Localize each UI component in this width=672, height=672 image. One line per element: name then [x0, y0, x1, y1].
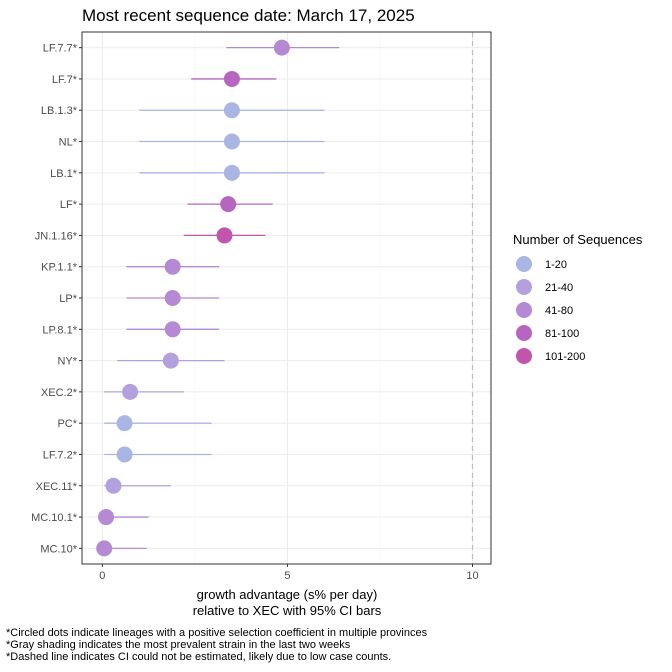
legend-key: [516, 302, 532, 318]
lineage-point: [98, 509, 115, 526]
y-tick-label: LF*: [60, 199, 78, 211]
legend-key: [516, 348, 532, 364]
x-tick-label: 0: [99, 570, 105, 582]
lineage-point: [273, 39, 290, 56]
lineage-point: [223, 70, 240, 87]
legend-key: [516, 279, 532, 295]
legend-label: 81-100: [545, 328, 579, 340]
footnote: *Gray shading indicates the most prevale…: [6, 639, 351, 651]
footnote: *Dashed line indicates CI could not be e…: [6, 651, 391, 663]
lineage-point: [223, 133, 240, 150]
plot-panel: [81, 31, 492, 565]
y-tick-label: NY*: [57, 356, 77, 368]
x-tick-label: 5: [284, 570, 290, 582]
lineage-point: [220, 196, 237, 213]
y-tick-label: NL*: [59, 137, 78, 149]
legend-label: 21-40: [545, 282, 573, 294]
legend-key: [516, 256, 532, 272]
lineage-point: [164, 290, 181, 306]
y-tick-label: KP.1.1*: [41, 262, 78, 274]
y-tick-label: LF.7.7*: [43, 43, 78, 55]
lineage-point: [122, 383, 139, 400]
y-axis-tick-labels: LF.7.7* LF.7* LB.1.3* NL* LB.1* LF* JN.1.16* KP…: [31, 43, 82, 555]
lineage-point: [216, 227, 233, 244]
lineage-point: [105, 477, 122, 494]
x-axis-tick-labels: 0 5 10: [99, 564, 479, 582]
y-tick-label: MC.10*: [40, 543, 77, 555]
legend-label: 1-20: [545, 259, 567, 271]
x-axis-title-line2: relative to XEC with 95% CI bars: [193, 603, 382, 618]
y-tick-label: LF.7.2*: [43, 449, 78, 461]
footnotes: *Circled dots indicate lineages with a p…: [6, 627, 428, 663]
legend-title: Number of Sequences: [513, 232, 643, 247]
y-tick-label: LP*: [59, 293, 77, 305]
y-tick-label: LB.1*: [50, 168, 78, 180]
legend-label: 101-200: [545, 351, 585, 363]
lineage-point: [164, 321, 181, 338]
x-axis-title-line1: growth advantage (s% per day): [197, 587, 378, 602]
x-tick-label: 10: [466, 570, 478, 582]
y-tick-label: MC.10.1*: [31, 512, 78, 524]
lineage-point: [164, 258, 181, 275]
lineage-point: [116, 446, 133, 463]
y-tick-label: XEC.11*: [36, 481, 78, 493]
chart-title: Most recent sequence date: March 17, 202…: [82, 6, 415, 25]
y-tick-label: PC*: [57, 418, 77, 430]
footnote: *Circled dots indicate lineages with a p…: [6, 627, 428, 639]
lineage-point: [162, 352, 179, 369]
lineage-point: [116, 415, 133, 432]
legend-label: 41-80: [545, 305, 573, 317]
lineage-point: [223, 164, 240, 181]
legend: Number of Sequences 1-20 21-40 41-80 81-100…: [513, 232, 643, 364]
y-tick-label: LF.7*: [52, 74, 78, 86]
y-tick-label: JN.1.16*: [35, 230, 78, 242]
lineage-point: [223, 102, 240, 119]
y-tick-label: XEC.2*: [41, 387, 78, 399]
y-tick-label: LB.1.3*: [41, 105, 78, 117]
lineage-point: [96, 540, 113, 557]
y-tick-label: LP.8.1*: [42, 324, 77, 336]
legend-key: [516, 325, 532, 341]
